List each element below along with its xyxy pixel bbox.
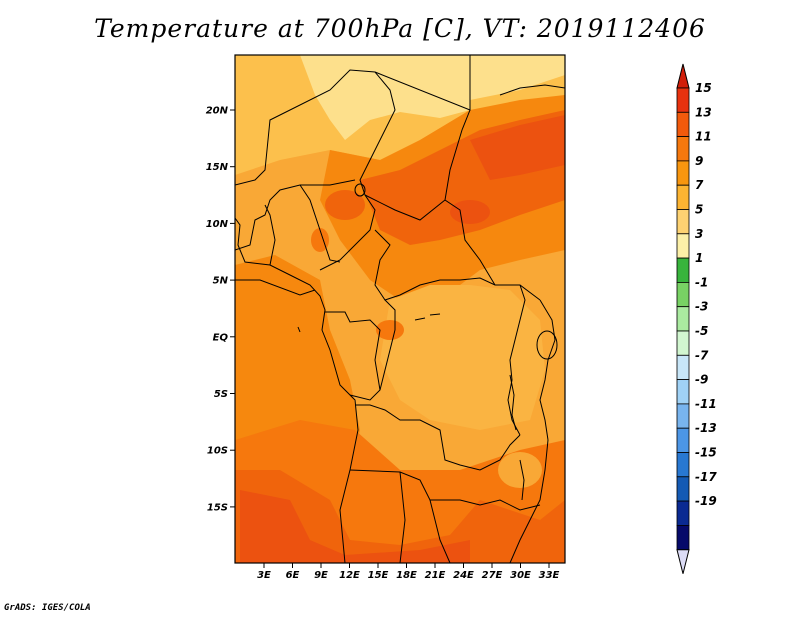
spot-5 xyxy=(498,452,542,488)
colorbar-label: -7 xyxy=(695,348,709,362)
colorbar-swatch xyxy=(676,452,690,478)
lon-label: 15E xyxy=(368,570,389,581)
colorbar-label: 9 xyxy=(695,154,703,168)
colorbar-swatch xyxy=(676,500,690,526)
lat-label: 5S xyxy=(214,389,228,400)
colorbar-label: -3 xyxy=(695,300,708,314)
colorbar-swatch xyxy=(676,87,690,113)
colorbar-swatch xyxy=(676,184,690,210)
colorbar-label: -19 xyxy=(695,494,717,508)
lat-label: 5N xyxy=(213,276,229,287)
lon-label: 33E xyxy=(539,570,560,581)
colorbar-label: -5 xyxy=(695,324,708,338)
south-hot xyxy=(235,470,565,563)
colorbar-label: 7 xyxy=(695,178,704,192)
colorbar-swatch xyxy=(676,427,690,453)
lat-label: 10N xyxy=(206,219,229,230)
map-title: Temperature at 700hPa [C], VT: 201911240… xyxy=(94,14,706,43)
colorbar-swatch xyxy=(676,379,690,405)
colorbar-swatch xyxy=(676,330,690,356)
colorbar: 15 13 11 9 7 5 3 1 -1 -3 -5 -7 -9 -11 -13 -15 -17 -19 xyxy=(676,63,717,574)
colorbar-label: -13 xyxy=(695,421,717,435)
lat-label: 20N xyxy=(206,106,229,117)
spot-4 xyxy=(376,320,404,340)
lon-label: 6E xyxy=(286,570,300,581)
colorbar-swatch xyxy=(676,209,690,235)
lake-outlines xyxy=(297,183,558,501)
colorbar-label: 3 xyxy=(695,227,703,241)
map-frame xyxy=(234,54,566,564)
colorbar-swatch xyxy=(676,136,690,162)
colorbar-swatch xyxy=(676,160,690,186)
colorbar-swatch xyxy=(676,525,690,551)
lon-label: 18E xyxy=(396,570,417,581)
lon-label: 30E xyxy=(510,570,531,581)
spot-1 xyxy=(325,190,365,220)
colorbar-label: 1 xyxy=(695,251,703,265)
lon-label: 12E xyxy=(339,570,360,581)
lon-label: 24E xyxy=(453,570,474,581)
lat-label: 10S xyxy=(207,446,228,457)
spot-2 xyxy=(450,200,490,224)
congo-light xyxy=(380,285,545,430)
lon-label: 3E xyxy=(257,570,271,581)
colorbar-swatch xyxy=(676,281,690,308)
latitude-axis: 20N 15N 10N 5N EQ 5S 10S 15S xyxy=(206,106,235,513)
colorbar-label: -11 xyxy=(695,397,717,411)
colorbar-swatch xyxy=(676,354,690,380)
colorbar-label: -1 xyxy=(695,275,708,289)
cool-ne xyxy=(470,55,565,100)
cool-sahara xyxy=(300,55,470,140)
colorbar-label: -9 xyxy=(695,373,708,387)
colorbar-label: 13 xyxy=(695,105,712,119)
lat-label: 15N xyxy=(206,162,229,173)
colorbar-swatch xyxy=(676,403,690,429)
lon-label: 21E xyxy=(425,570,446,581)
longitude-axis: 3E 6E 9E 12E 15E 18E 21E 24E 27E 30E 33E xyxy=(257,563,560,581)
colorbar-swatch xyxy=(676,257,690,283)
lon-label: 9E xyxy=(314,570,328,581)
colorbar-label: -17 xyxy=(695,470,717,484)
grads-credit: GrADS: IGES/COLA xyxy=(4,603,91,613)
colorbar-swatch xyxy=(676,476,690,502)
colorbar-label: 15 xyxy=(695,81,712,95)
colorbar-label: -15 xyxy=(695,446,717,460)
colorbar-label: 11 xyxy=(695,130,712,144)
spot-3 xyxy=(311,228,329,252)
country-borders xyxy=(235,55,565,563)
colorbar-bottom-arrow xyxy=(676,549,690,574)
lat-label: 15S xyxy=(207,502,228,513)
east-hot xyxy=(470,115,565,180)
colorbar-swatch xyxy=(676,306,690,332)
colorbar-top-arrow xyxy=(676,63,690,89)
south-hotter xyxy=(240,490,470,563)
colorbar-swatch xyxy=(676,111,690,138)
colorbar-swatch xyxy=(676,233,690,259)
colorbar-label: 5 xyxy=(695,203,703,217)
lat-label: EQ xyxy=(213,332,229,343)
lon-label: 27E xyxy=(482,570,503,581)
temperature-field xyxy=(235,55,565,563)
